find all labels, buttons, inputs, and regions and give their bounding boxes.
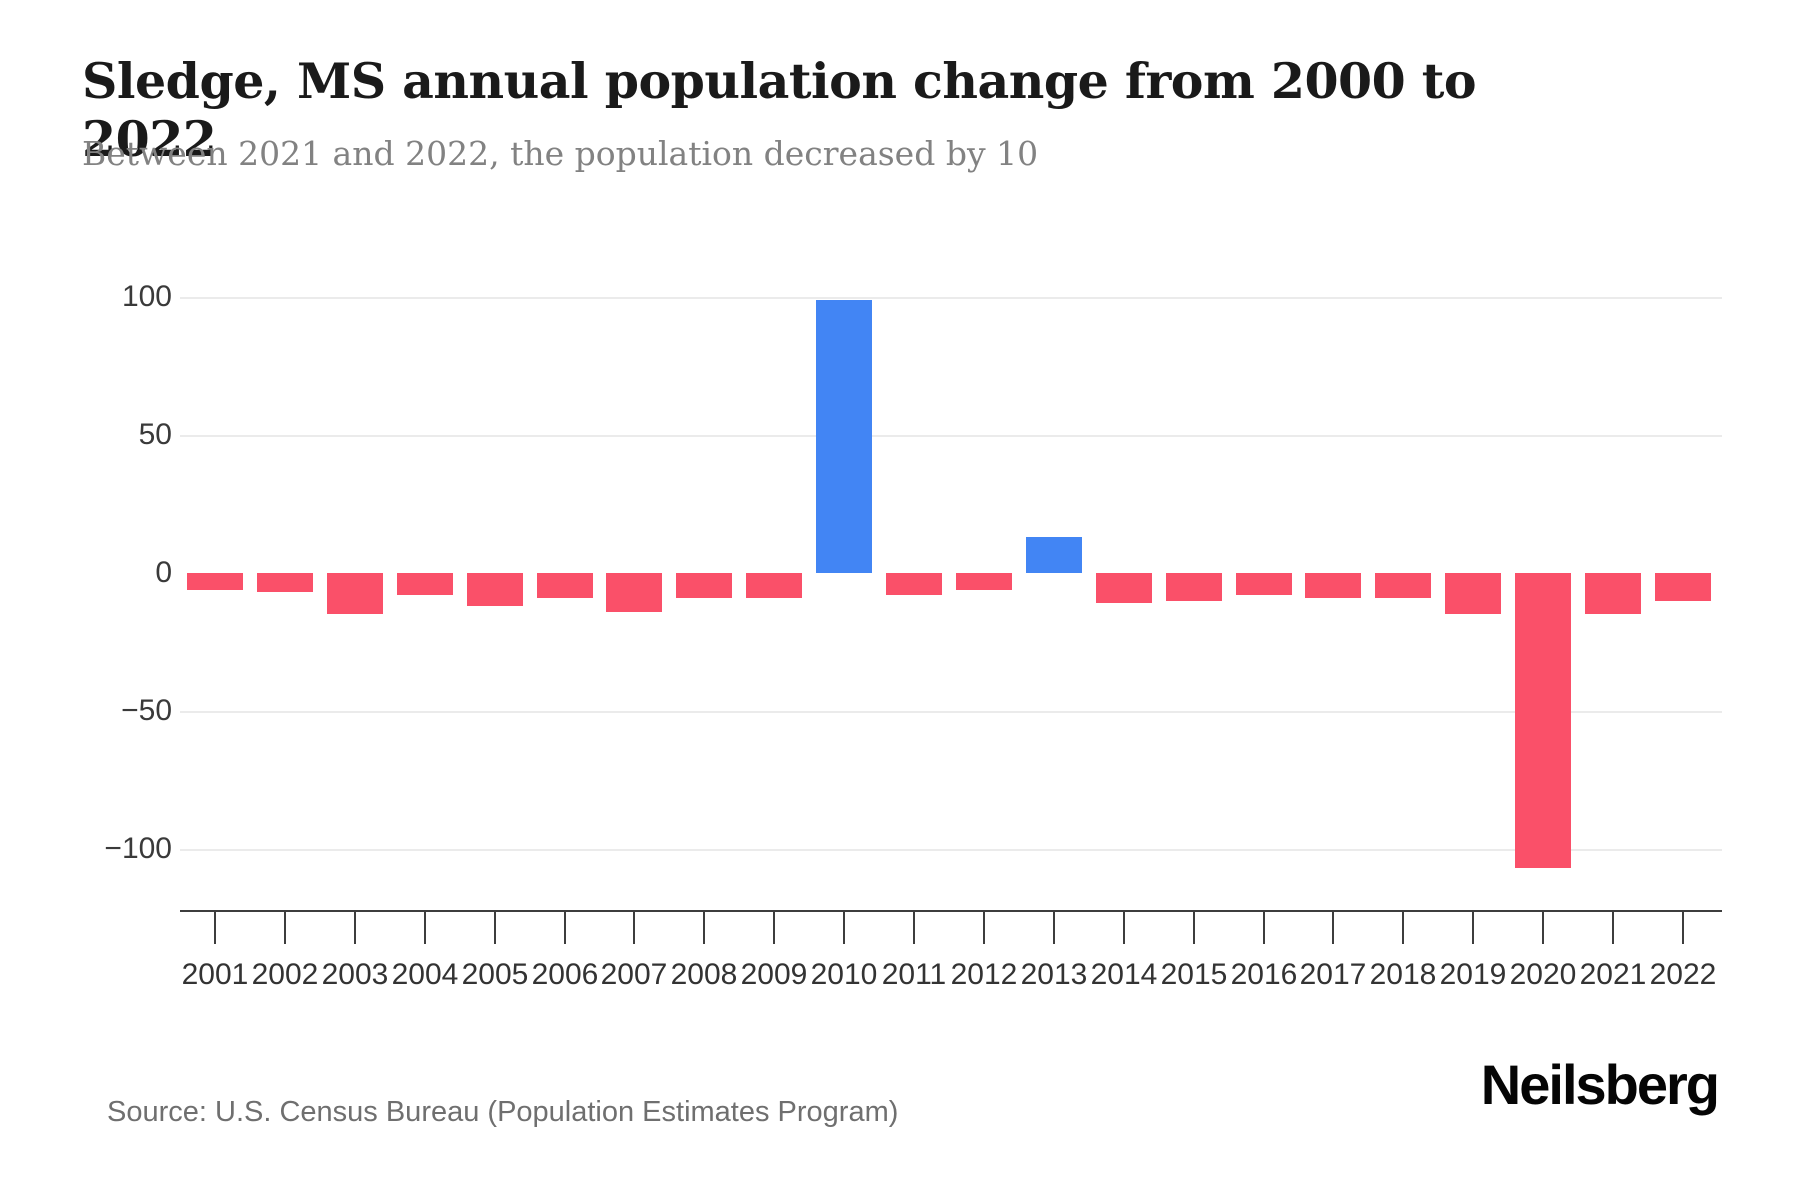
x-tick-2008 [703, 912, 705, 944]
x-axis-label-2020: 2020 [1509, 958, 1577, 991]
y-axis-label--100: −100 [104, 832, 172, 865]
x-axis-label-2022: 2022 [1649, 958, 1717, 991]
bar-2004[interactable] [397, 573, 453, 595]
x-axis-label-2004: 2004 [391, 958, 459, 991]
x-tick-2013 [1053, 912, 1055, 944]
x-axis-label-2013: 2013 [1020, 958, 1088, 991]
x-axis-label-2016: 2016 [1230, 958, 1298, 991]
bar-2011[interactable] [886, 573, 942, 595]
gridline--50 [180, 711, 1722, 713]
bar-2018[interactable] [1375, 573, 1431, 598]
x-tick-2007 [633, 912, 635, 944]
bar-2013[interactable] [1026, 537, 1082, 573]
x-tick-2009 [773, 912, 775, 944]
y-axis-label-0: 0 [155, 556, 172, 589]
x-axis-label-2002: 2002 [251, 958, 319, 991]
x-axis-label-2010: 2010 [810, 958, 878, 991]
bar-2006[interactable] [537, 573, 593, 598]
bar-2017[interactable] [1305, 573, 1361, 598]
bar-2003[interactable] [327, 573, 383, 614]
chart-title: Sledge, MS annual population change from… [82, 52, 1477, 168]
x-tick-2014 [1123, 912, 1125, 944]
x-tick-2003 [354, 912, 356, 944]
chart-subtitle: Between 2021 and 2022, the population de… [82, 134, 1039, 173]
bar-2021[interactable] [1585, 573, 1641, 614]
bar-2015[interactable] [1166, 573, 1222, 601]
x-axis-label-2001: 2001 [181, 958, 249, 991]
bar-2019[interactable] [1445, 573, 1501, 614]
x-tick-2017 [1332, 912, 1334, 944]
x-tick-2001 [214, 912, 216, 944]
x-axis-label-2018: 2018 [1369, 958, 1437, 991]
bar-2012[interactable] [956, 573, 1012, 590]
bar-2014[interactable] [1096, 573, 1152, 603]
bar-2001[interactable] [187, 573, 243, 590]
x-tick-2005 [494, 912, 496, 944]
bar-2005[interactable] [467, 573, 523, 606]
bar-2022[interactable] [1655, 573, 1711, 601]
x-tick-2011 [913, 912, 915, 944]
x-tick-2016 [1263, 912, 1265, 944]
gridline--100 [180, 849, 1722, 851]
y-axis-label-100: 100 [121, 280, 172, 313]
x-axis-label-2014: 2014 [1090, 958, 1158, 991]
brand-logo: Neilsberg [1480, 1053, 1720, 1116]
x-axis-label-2015: 2015 [1160, 958, 1228, 991]
x-tick-2022 [1682, 912, 1684, 944]
x-tick-2012 [983, 912, 985, 944]
bar-2002[interactable] [257, 573, 313, 592]
x-tick-2002 [284, 912, 286, 944]
x-axis-label-2011: 2011 [881, 958, 947, 991]
x-axis-label-2017: 2017 [1299, 958, 1367, 991]
bar-2008[interactable] [676, 573, 732, 598]
gridline-100 [180, 297, 1722, 299]
x-axis-label-2008: 2008 [670, 958, 738, 991]
bar-2009[interactable] [746, 573, 802, 598]
gridline-50 [180, 435, 1722, 437]
x-tick-2004 [424, 912, 426, 944]
y-axis-label-50: 50 [138, 418, 172, 451]
x-tick-2006 [564, 912, 566, 944]
x-tick-2019 [1472, 912, 1474, 944]
x-axis-label-2003: 2003 [321, 958, 389, 991]
bar-2007[interactable] [606, 573, 662, 612]
y-axis-label--50: −50 [121, 694, 172, 727]
x-axis-label-2005: 2005 [461, 958, 529, 991]
x-axis-label-2021: 2021 [1579, 958, 1647, 991]
bar-2016[interactable] [1236, 573, 1292, 595]
x-tick-2010 [843, 912, 845, 944]
x-tick-2021 [1612, 912, 1614, 944]
x-axis-label-2019: 2019 [1439, 958, 1507, 991]
source-note: Source: U.S. Census Bureau (Population E… [107, 1096, 899, 1128]
x-tick-2015 [1193, 912, 1195, 944]
x-axis-label-2012: 2012 [950, 958, 1018, 991]
x-axis-label-2009: 2009 [740, 958, 808, 991]
x-axis-label-2007: 2007 [600, 958, 668, 991]
x-tick-2020 [1542, 912, 1544, 944]
bar-2020[interactable] [1515, 573, 1571, 868]
x-tick-2018 [1402, 912, 1404, 944]
bar-2010[interactable] [816, 300, 872, 573]
x-axis-label-2006: 2006 [531, 958, 599, 991]
x-axis-line [180, 910, 1722, 912]
